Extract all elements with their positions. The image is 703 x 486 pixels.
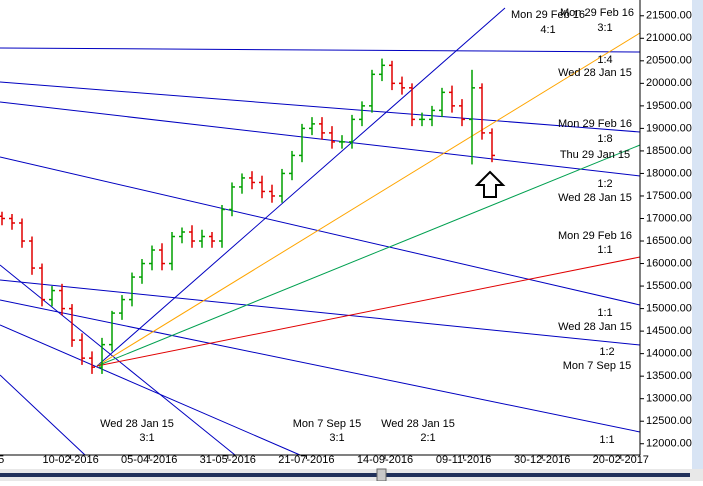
annotation: Mon 29 Feb 16: [560, 7, 634, 19]
annotation: Wed 28 Jan 15: [558, 192, 632, 204]
x-tick-label: 31-05-2016: [200, 454, 256, 466]
y-tick-label: 14000.00: [646, 348, 692, 360]
x-tick-label: 05-04-2016: [121, 454, 177, 466]
x-tick-label: 14-09-2016: [357, 454, 413, 466]
y-tick-label: 20000.00: [646, 77, 692, 89]
annotation: Mon 7 Sep 15: [293, 418, 362, 430]
y-tick-label: 16000.00: [646, 257, 692, 269]
gann-line: [0, 47, 641, 53]
y-tick-label: 17000.00: [646, 212, 692, 224]
y-tick-label: 12000.00: [646, 438, 692, 450]
annotation: 1:1: [599, 434, 614, 446]
annotation: Wed 28 Jan 15: [558, 321, 632, 333]
y-tick-label: 13000.00: [646, 393, 692, 405]
gann-line: [96, 256, 641, 367]
annotation: 1:8: [597, 133, 612, 145]
annotation: 3:1: [329, 432, 344, 444]
gann-line: [96, 32, 641, 367]
gann-line: [0, 101, 641, 177]
plot-area: [0, 0, 640, 455]
annotation: 3:1: [597, 22, 612, 34]
gann-line: [0, 156, 641, 306]
gann-line: [0, 279, 641, 346]
x-tick-label: 20-02-2017: [593, 454, 649, 466]
scroll-track: [0, 473, 690, 477]
annotation: 3:1: [139, 432, 154, 444]
gann-line: [0, 324, 301, 456]
arrow-icon: [474, 170, 506, 198]
annotation: 1:2: [597, 178, 612, 190]
annotation: Thu 29 Jan 15: [560, 149, 630, 161]
annotation: Mon 29 Feb 16: [558, 230, 632, 242]
y-tick-label: 19500.00: [646, 100, 692, 112]
y-tick-label: 15500.00: [646, 280, 692, 292]
x-tick-label: 21-07-2016: [278, 454, 334, 466]
annotations: Mon 29 Feb 16 4:1 Mon 29 Feb 16 3:1 1:4 …: [100, 7, 634, 446]
x-tick-label: 09-11-2016: [436, 454, 491, 466]
annotation: Mon 7 Sep 15: [563, 360, 632, 372]
annotation: 1:2: [599, 346, 614, 358]
gann-line: [0, 299, 641, 433]
annotation: Mon 29 Feb 16: [558, 118, 632, 130]
gann-line: [96, 144, 641, 367]
gann-line: [0, 374, 86, 456]
annotation: 2:1: [420, 432, 435, 444]
x-tick-label: 2015: [0, 454, 4, 466]
annotation: 4:1: [540, 24, 555, 36]
y-tick-label: 21000.00: [646, 32, 692, 44]
y-tick-label: 13500.00: [646, 370, 692, 382]
annotation: 1:1: [597, 307, 612, 319]
y-tick-label: 21500.00: [646, 10, 692, 22]
y-tick-label: 15000.00: [646, 302, 692, 314]
annotation: Mon 29 Feb 16: [511, 9, 585, 21]
annotation: Wed 28 Jan 15: [100, 418, 174, 430]
gann-line: [0, 264, 236, 456]
y-tick-label: 12500.00: [646, 415, 692, 427]
gann-line: [0, 81, 641, 133]
annotation: 1:1: [597, 244, 612, 256]
y-tick-label: 19000.00: [646, 122, 692, 134]
gann-lines: [0, 7, 641, 456]
y-tick-label: 16500.00: [646, 235, 692, 247]
gann-line: [96, 7, 506, 367]
y-tick-label: 18500.00: [646, 145, 692, 157]
y-tick-label: 17500.00: [646, 190, 692, 202]
scroll-thumb[interactable]: [376, 468, 387, 482]
y-tick-label: 18000.00: [646, 167, 692, 179]
x-tick-label: 10-02-2016: [42, 454, 98, 466]
x-tick-label: 30-12-2016: [514, 454, 570, 466]
y-tick-label: 14500.00: [646, 325, 692, 337]
y-tick-label: 20500.00: [646, 55, 692, 67]
price-bars: [0, 58, 495, 374]
annotation: Wed 28 Jan 15: [381, 418, 455, 430]
side-strip: [692, 0, 703, 469]
annotation: 1:4: [597, 54, 612, 66]
annotation: Wed 28 Jan 15: [558, 67, 632, 79]
